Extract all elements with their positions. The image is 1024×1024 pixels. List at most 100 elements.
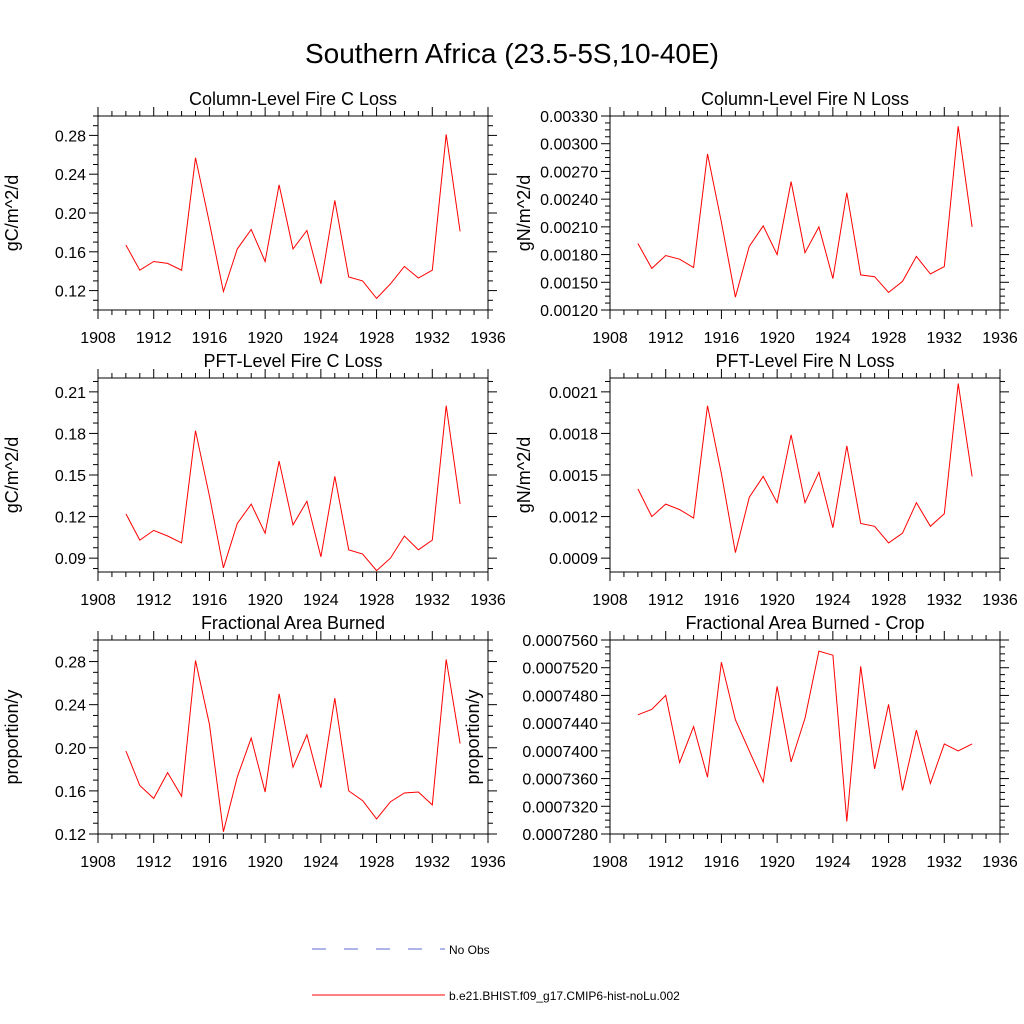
chart-title: Column-Level Fire C Loss (189, 89, 397, 109)
y-tick-label: 0.21 (55, 385, 86, 402)
series-line (125, 405, 461, 572)
x-tick-label: 1936 (982, 592, 1018, 609)
x-tick-label: 1912 (648, 330, 684, 347)
y-axis-label: gC/m^2/d (2, 437, 22, 513)
x-tick-label: 1928 (359, 592, 395, 609)
chart-panel-4: 1908 1912 1916 1920 1924 1928 1932 1936 0.0009 0.… (514, 351, 1018, 609)
x-tick-label: 1912 (648, 592, 684, 609)
x-tick-label: 1916 (192, 854, 228, 871)
x-tick-label: 1928 (871, 854, 907, 871)
y-axis-label: proportion/y (2, 689, 22, 784)
y-tick-label: 0.00300 (540, 137, 598, 154)
chart-title: PFT-Level Fire C Loss (203, 351, 382, 371)
y-tick-label: 0.0007280 (522, 827, 598, 844)
y-tick-label: 0.24 (55, 698, 86, 715)
y-tick-label: 0.16 (55, 245, 86, 262)
x-tick-label: 1932 (926, 592, 962, 609)
plot-frame (97, 639, 489, 835)
x-tick-label: 1908 (80, 854, 116, 871)
y-tick-label: 0.28 (55, 128, 86, 145)
x-tick-label: 1932 (414, 854, 450, 871)
series-line (637, 126, 973, 298)
x-tick-label: 1920 (247, 330, 283, 347)
y-tick-label: 0.15 (55, 468, 86, 485)
y-tick-label: 0.0007480 (522, 688, 598, 705)
x-tick-label: 1936 (470, 592, 506, 609)
series-line (637, 383, 973, 553)
chart-title: Fractional Area Burned - Crop (685, 613, 924, 633)
x-tick-label: 1920 (759, 592, 795, 609)
chart-panel-3: 1908 1912 1916 1920 1924 1928 1932 1936 0.09 0.12… (2, 351, 506, 609)
y-tick-label: 0.0007520 (522, 661, 598, 678)
y-tick-label: 0.20 (55, 206, 86, 223)
y-tick-label: 0.00120 (540, 303, 598, 320)
x-tick-label: 1928 (359, 330, 395, 347)
y-tick-label: 0.18 (55, 426, 86, 443)
y-tick-label: 0.24 (55, 167, 86, 184)
y-tick-label: 0.12 (55, 510, 86, 527)
x-tick-label: 1920 (759, 330, 795, 347)
plot-frame (609, 377, 1001, 573)
x-tick-label: 1916 (192, 592, 228, 609)
y-tick-label: 0.0021 (549, 385, 598, 402)
x-tick-label: 1928 (871, 592, 907, 609)
y-tick-label: 0.20 (55, 741, 86, 758)
chart-title: Fractional Area Burned (201, 613, 385, 633)
x-tick-label: 1924 (815, 854, 851, 871)
chart-panel-6: 1908 1912 1916 1920 1924 1928 1932 1936 0.000728… (463, 613, 1018, 871)
x-tick-label: 1912 (136, 854, 172, 871)
x-tick-label: 1916 (704, 592, 740, 609)
y-tick-label: 0.0012 (549, 510, 598, 527)
x-tick-label: 1936 (982, 854, 1018, 871)
x-tick-label: 1928 (359, 854, 395, 871)
x-tick-label: 1912 (136, 330, 172, 347)
y-tick-label: 0.0007320 (522, 799, 598, 816)
series-line (637, 650, 973, 822)
y-tick-label: 0.0018 (549, 426, 598, 443)
plot-frame (609, 115, 1001, 311)
x-tick-label: 1912 (136, 592, 172, 609)
chart-panel-5: 1908 1912 1916 1920 1924 1928 1932 1936 0.12 0.16… (2, 613, 506, 871)
y-axis-label: gN/m^2/d (514, 437, 534, 513)
y-tick-label: 0.0009 (549, 551, 598, 568)
x-tick-label: 1932 (926, 330, 962, 347)
x-tick-label: 1908 (592, 854, 628, 871)
x-tick-label: 1916 (704, 330, 740, 347)
x-tick-label: 1924 (815, 330, 851, 347)
x-tick-label: 1932 (414, 330, 450, 347)
y-tick-label: 0.0007560 (522, 633, 598, 650)
x-tick-label: 1920 (247, 854, 283, 871)
x-tick-label: 1936 (982, 330, 1018, 347)
x-tick-label: 1916 (192, 330, 228, 347)
x-tick-label: 1920 (759, 854, 795, 871)
chart-panel-1: 1908 1912 1916 1920 1924 1928 1932 1936 0.12 0.16… (2, 89, 506, 347)
series-line (125, 134, 461, 300)
x-tick-label: 1924 (815, 592, 851, 609)
x-tick-label: 1924 (303, 854, 339, 871)
y-tick-label: 0.00210 (540, 220, 598, 237)
y-tick-label: 0.0007440 (522, 716, 598, 733)
y-tick-label: 0.0007400 (522, 744, 598, 761)
chart-title: PFT-Level Fire N Loss (715, 351, 894, 371)
x-tick-label: 1912 (648, 854, 684, 871)
x-tick-label: 1924 (303, 330, 339, 347)
y-tick-label: 0.0007360 (522, 772, 598, 789)
y-tick-label: 0.00270 (540, 164, 598, 181)
x-tick-label: 1908 (592, 592, 628, 609)
x-tick-label: 1920 (247, 592, 283, 609)
chart-title: Column-Level Fire N Loss (701, 89, 909, 109)
y-tick-label: 0.00240 (540, 192, 598, 209)
x-tick-label: 1908 (592, 330, 628, 347)
x-tick-label: 1924 (303, 592, 339, 609)
y-tick-label: 0.00150 (540, 275, 598, 292)
x-tick-label: 1936 (470, 330, 506, 347)
y-tick-label: 0.28 (55, 655, 86, 672)
series-line (125, 659, 461, 832)
y-axis-label: proportion/y (463, 689, 483, 784)
x-tick-label: 1936 (470, 854, 506, 871)
y-tick-label: 0.16 (55, 784, 86, 801)
x-tick-label: 1932 (414, 592, 450, 609)
y-tick-label: 0.12 (55, 827, 86, 844)
y-tick-label: 0.12 (55, 284, 86, 301)
